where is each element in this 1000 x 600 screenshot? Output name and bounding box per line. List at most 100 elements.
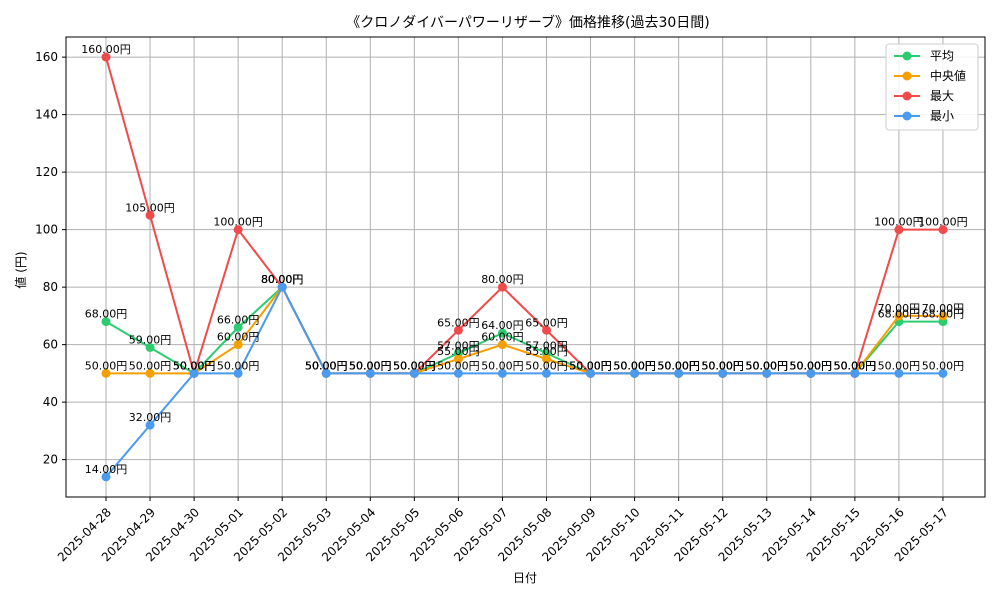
data-point bbox=[938, 311, 948, 321]
data-point bbox=[409, 368, 419, 378]
data-label: 50.00円 bbox=[305, 359, 348, 372]
data-label: 50.00円 bbox=[173, 359, 216, 372]
data-label: 57.00円 bbox=[525, 339, 568, 352]
legend-marker bbox=[902, 71, 912, 81]
data-point bbox=[894, 311, 904, 321]
data-label: 50.00円 bbox=[393, 359, 436, 372]
data-label: 50.00円 bbox=[349, 359, 392, 372]
data-label: 50.00円 bbox=[613, 359, 656, 372]
data-point bbox=[101, 472, 111, 482]
data-label: 50.00円 bbox=[790, 359, 833, 372]
data-point bbox=[894, 225, 904, 235]
y-axis-title: 値 (円) bbox=[13, 251, 28, 288]
axes: 2025-04-282025-04-292025-04-302025-05-01… bbox=[35, 36, 986, 564]
legend-label: 最小 bbox=[930, 109, 954, 123]
data-label: 50.00円 bbox=[613, 359, 656, 372]
data-point bbox=[762, 368, 772, 378]
data-label: 64.00円 bbox=[481, 319, 524, 332]
data-label: 50.00円 bbox=[349, 359, 392, 372]
data-label: 60.00円 bbox=[481, 331, 524, 344]
data-label: 80.00円 bbox=[261, 273, 304, 286]
data-point bbox=[542, 325, 551, 335]
data-label: 50.00円 bbox=[173, 359, 216, 372]
legend-label: 中央値 bbox=[930, 68, 966, 83]
data-label: 50.00円 bbox=[746, 359, 789, 372]
data-point bbox=[145, 343, 155, 352]
data-label: 68.00円 bbox=[878, 308, 921, 321]
data-label: 50.00円 bbox=[349, 359, 392, 372]
data-point bbox=[938, 368, 948, 378]
legend-marker bbox=[902, 51, 912, 61]
data-label: 68.00円 bbox=[922, 308, 965, 321]
data-label: 50.00円 bbox=[922, 359, 965, 372]
data-label: 50.00円 bbox=[878, 359, 921, 372]
data-label: 100.00円 bbox=[918, 216, 968, 229]
plot-frame bbox=[65, 36, 986, 498]
grid bbox=[66, 37, 985, 497]
data-label: 50.00円 bbox=[569, 359, 612, 372]
data-label: 50.00円 bbox=[657, 359, 700, 372]
data-label: 50.00円 bbox=[790, 359, 833, 372]
data-label: 160.00円 bbox=[81, 43, 131, 56]
data-label: 50.00円 bbox=[569, 359, 612, 372]
data-label: 70.00円 bbox=[922, 302, 965, 315]
data-point bbox=[674, 368, 684, 378]
data-label: 14.00円 bbox=[85, 463, 128, 476]
data-label: 50.00円 bbox=[569, 359, 612, 372]
data-label: 80.00円 bbox=[261, 273, 304, 286]
legend-label: 最大 bbox=[930, 89, 954, 103]
data-label: 50.00円 bbox=[746, 359, 789, 372]
x-axis-title: 日付 bbox=[513, 571, 537, 585]
data-label: 80.00円 bbox=[481, 273, 524, 286]
y-tick-label: 80 bbox=[43, 280, 58, 294]
data-label: 55.00円 bbox=[437, 345, 480, 358]
data-point bbox=[938, 225, 948, 235]
data-label: 50.00円 bbox=[349, 359, 392, 372]
legend-marker bbox=[902, 111, 912, 121]
data-label: 50.00円 bbox=[305, 359, 348, 372]
data-label: 50.00円 bbox=[613, 359, 656, 372]
data-label: 65.00円 bbox=[525, 316, 568, 329]
data-point bbox=[586, 368, 596, 378]
data-point bbox=[453, 325, 463, 335]
data-label: 50.00円 bbox=[569, 359, 612, 372]
data-label: 50.00円 bbox=[657, 359, 700, 372]
data-point bbox=[321, 368, 331, 378]
y-tick-label: 140 bbox=[35, 108, 58, 122]
data-label: 55.00円 bbox=[525, 345, 568, 358]
data-label: 50.00円 bbox=[85, 359, 128, 372]
legend-marker bbox=[902, 91, 912, 101]
y-tick-label: 40 bbox=[43, 395, 58, 409]
data-label: 50.00円 bbox=[613, 359, 656, 372]
series-line bbox=[105, 284, 943, 478]
data-point bbox=[365, 368, 375, 378]
data-label: 32.00円 bbox=[129, 411, 172, 424]
data-point bbox=[806, 368, 816, 378]
data-label: 50.00円 bbox=[701, 359, 744, 372]
data-label: 50.00円 bbox=[701, 359, 744, 372]
data-label: 65.00円 bbox=[437, 316, 480, 329]
data-point bbox=[233, 225, 243, 235]
data-point bbox=[145, 368, 155, 378]
data-label: 50.00円 bbox=[746, 359, 789, 372]
data-label: 50.00円 bbox=[746, 359, 789, 372]
data-label: 80.00円 bbox=[261, 273, 304, 286]
data-point bbox=[497, 368, 507, 378]
data-label: 50.00円 bbox=[173, 359, 216, 372]
legend-box bbox=[885, 43, 979, 131]
data-label: 68.00円 bbox=[85, 308, 128, 321]
data-label: 50.00円 bbox=[701, 359, 744, 372]
data-point bbox=[101, 368, 111, 378]
data-label: 50.00円 bbox=[790, 359, 833, 372]
data-point bbox=[542, 368, 551, 378]
y-tick-label: 100 bbox=[35, 223, 58, 237]
data-point bbox=[497, 340, 507, 350]
data-label: 50.00円 bbox=[834, 359, 877, 372]
data-point bbox=[850, 368, 860, 378]
data-label: 70.00円 bbox=[878, 302, 921, 315]
y-tick-label: 60 bbox=[43, 338, 58, 352]
data-label: 50.00円 bbox=[481, 359, 524, 372]
